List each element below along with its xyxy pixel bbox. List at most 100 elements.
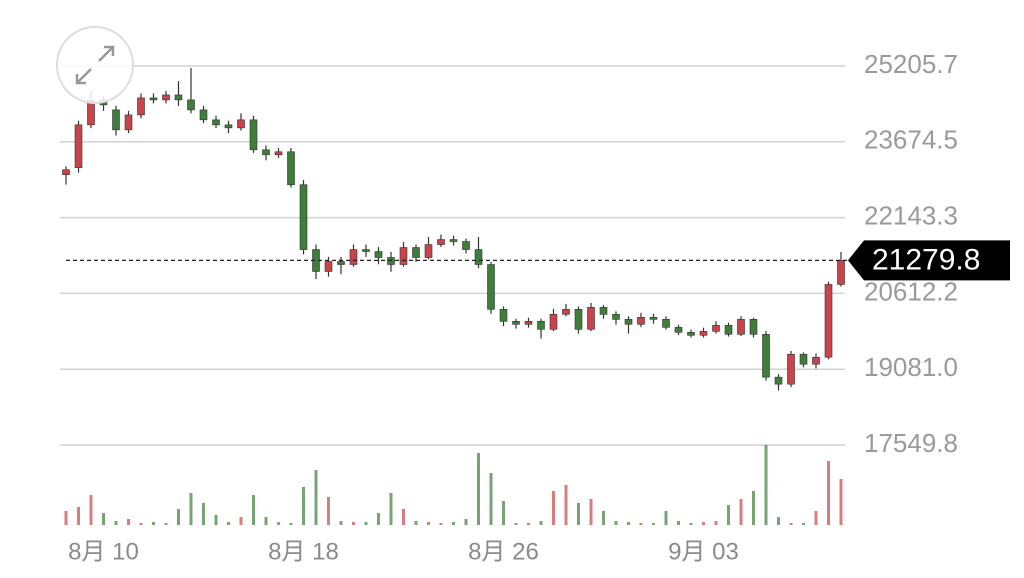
candle-body bbox=[587, 307, 595, 330]
candle-body bbox=[674, 327, 683, 333]
candle-body bbox=[612, 314, 620, 320]
candle-body bbox=[187, 99, 195, 111]
candle-body bbox=[637, 317, 645, 325]
candle-body bbox=[749, 319, 758, 335]
volume-bar bbox=[439, 523, 443, 525]
volume-bar bbox=[589, 499, 593, 525]
volume-bar bbox=[252, 495, 255, 525]
volume-bar bbox=[464, 519, 468, 525]
volume-bar bbox=[164, 523, 168, 525]
candle-body bbox=[562, 309, 570, 315]
candle-body bbox=[237, 119, 245, 129]
volume-bar bbox=[364, 522, 368, 525]
candle-body bbox=[537, 321, 545, 330]
volume-bar bbox=[452, 522, 455, 525]
candle-body bbox=[762, 333, 770, 378]
candle-body bbox=[374, 251, 383, 258]
volume-bar bbox=[314, 470, 318, 525]
candle-body bbox=[724, 325, 733, 335]
volume-bar bbox=[514, 523, 518, 525]
candle-body bbox=[262, 149, 270, 156]
x-tick-label: 8月 18 bbox=[268, 538, 339, 565]
volume-bar bbox=[377, 513, 380, 525]
candle-body bbox=[124, 114, 133, 131]
volume-bar bbox=[389, 493, 393, 525]
candle-body bbox=[474, 249, 483, 265]
volume-bar bbox=[427, 522, 430, 525]
volume-bar bbox=[189, 493, 193, 525]
volume-bar bbox=[114, 521, 118, 525]
volume-bar bbox=[789, 523, 793, 525]
candle-body bbox=[624, 319, 633, 325]
volume-bar bbox=[839, 479, 843, 525]
volume-bar bbox=[639, 523, 643, 525]
volume-bar bbox=[64, 511, 68, 525]
candle-body bbox=[399, 247, 408, 265]
candle-body bbox=[212, 119, 220, 126]
volume-bar bbox=[652, 523, 655, 525]
volume-bar bbox=[564, 485, 568, 525]
candle-body bbox=[599, 307, 608, 315]
candle-body bbox=[512, 321, 520, 325]
volume-bar bbox=[752, 491, 755, 525]
candle-body bbox=[449, 239, 458, 242]
volume-bar bbox=[152, 522, 155, 525]
candle-body bbox=[199, 109, 208, 121]
volume-bar bbox=[89, 495, 93, 525]
volume-bar bbox=[777, 517, 780, 525]
volume-bar bbox=[352, 522, 355, 525]
y-tick-label: 20612.2 bbox=[864, 276, 958, 306]
x-tick-label: 9月 03 bbox=[668, 538, 739, 565]
y-tick-label: 23674.5 bbox=[864, 125, 958, 155]
candle-body bbox=[324, 261, 333, 272]
candle-body bbox=[799, 353, 808, 365]
candle-body bbox=[699, 331, 708, 336]
candle-body bbox=[712, 325, 720, 332]
candle-body bbox=[62, 169, 70, 175]
volume-bar bbox=[127, 519, 130, 525]
candle-body bbox=[524, 321, 533, 325]
x-tick-label: 8月 10 bbox=[68, 538, 139, 565]
candle-body bbox=[412, 247, 420, 258]
volume-bar bbox=[539, 521, 543, 525]
volume-bar bbox=[552, 491, 555, 525]
candle-body bbox=[137, 97, 145, 116]
candle-body bbox=[462, 241, 470, 250]
volume-bar bbox=[664, 511, 668, 525]
candle-body bbox=[574, 309, 583, 330]
candle-body bbox=[774, 376, 783, 385]
y-tick-label: 25205.7 bbox=[864, 49, 958, 79]
candle-body bbox=[224, 124, 233, 129]
volume-bar bbox=[177, 509, 180, 525]
volume-bar bbox=[614, 521, 618, 525]
volume-bar bbox=[739, 499, 743, 525]
candle-body bbox=[487, 264, 495, 310]
volume-bar bbox=[527, 523, 530, 525]
volume-bar bbox=[827, 461, 830, 525]
volume-bar bbox=[302, 487, 305, 525]
candle-body bbox=[649, 317, 658, 320]
expand-button[interactable] bbox=[56, 26, 134, 104]
candle-body bbox=[687, 332, 695, 336]
volume-bar bbox=[627, 522, 630, 525]
volume-bar bbox=[489, 473, 493, 525]
volume-bar bbox=[139, 523, 143, 525]
candle-body bbox=[812, 356, 820, 365]
candle-body bbox=[274, 151, 283, 156]
candle-body bbox=[112, 109, 120, 131]
last-price-label: 21279.8 bbox=[872, 243, 980, 276]
y-tick-label: 17549.8 bbox=[864, 428, 958, 458]
volume-bar bbox=[577, 503, 580, 525]
volume-bar bbox=[477, 453, 480, 525]
volume-bar bbox=[339, 521, 343, 525]
x-tick-label: 8月 26 bbox=[468, 538, 539, 565]
last-price-tag bbox=[848, 240, 1010, 281]
volume-bar bbox=[289, 523, 293, 525]
candle-body bbox=[787, 353, 795, 385]
expand-circle bbox=[56, 26, 134, 104]
volume-bar bbox=[264, 517, 268, 525]
candle-body bbox=[387, 257, 395, 265]
candle-body bbox=[662, 319, 670, 328]
volume-bar bbox=[227, 522, 230, 525]
